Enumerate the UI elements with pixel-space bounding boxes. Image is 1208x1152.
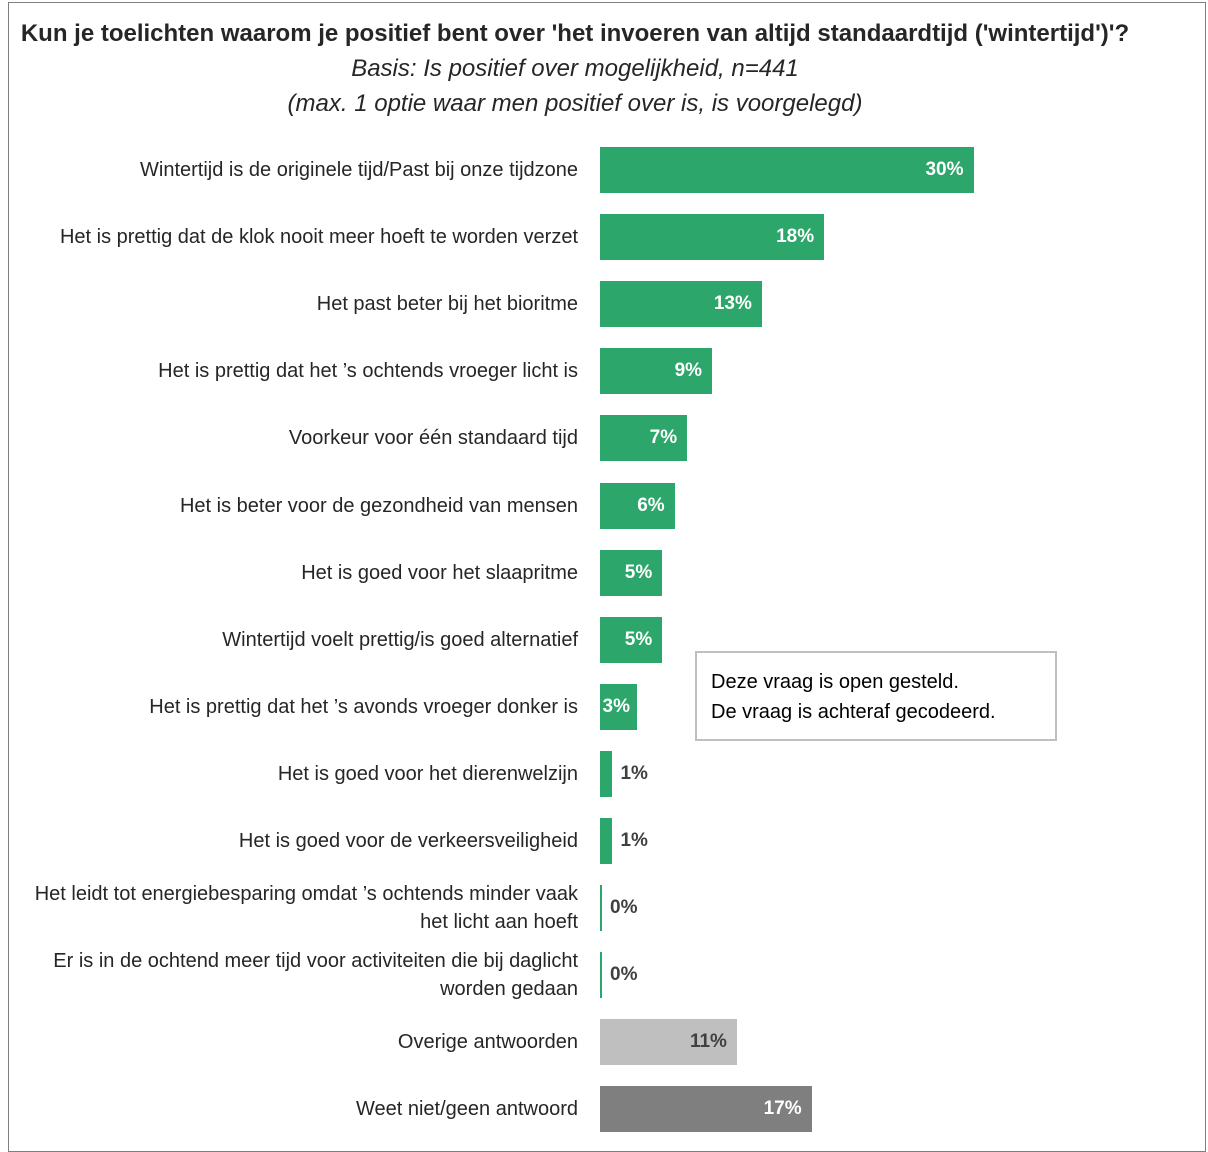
data-label: 1% (620, 830, 648, 851)
annotation-box: Deze vraag is open gesteld. De vraag is … (695, 651, 1057, 741)
category-label: Wintertijd voelt prettig/is goed alterna… (222, 628, 578, 651)
chart-basis-note: (max. 1 optie waar men positief over is,… (287, 90, 863, 117)
category-label: Overige antwoorden (397, 1031, 578, 1054)
bar (600, 750, 613, 797)
bar (600, 348, 713, 395)
data-label: 9% (674, 360, 703, 382)
bar (600, 147, 974, 193)
bar (600, 1086, 812, 1133)
category-label: Het is prettig dat het ’s ochtends vroeg… (158, 360, 578, 383)
data-label: 30% (925, 159, 964, 180)
bar (600, 952, 602, 999)
data-label: 17% (763, 1098, 802, 1120)
annotation-line-1: Deze vraag is open gesteld. (711, 671, 959, 693)
category-label: Het is goed voor de verkeersveiligheid (238, 830, 578, 852)
category-label: Er is in de ochtend meer tijd voor activ… (53, 950, 578, 1001)
category-label: Voorkeur voor één standaard tijd (288, 427, 578, 450)
category-label: Het is goed voor het slaapritme (301, 561, 578, 584)
bar (600, 1019, 737, 1066)
data-label: 3% (602, 695, 630, 717)
data-label: 5% (624, 561, 653, 583)
bar (600, 415, 688, 462)
bar (600, 214, 825, 261)
annotation-line-2: De vraag is achteraf gecodeerd. (711, 701, 996, 723)
data-label: 6% (637, 494, 665, 516)
category-label: Het is prettig dat de klok nooit meer ho… (59, 226, 578, 249)
bar (600, 885, 602, 932)
data-label: 0% (610, 897, 638, 919)
data-label: 1% (620, 762, 648, 784)
data-label: 11% (689, 1031, 727, 1053)
data-label: 7% (649, 427, 678, 449)
category-label: Het leidt tot energiebesparing omdat ’s … (34, 883, 578, 934)
chart-question: Kun je toelichten waarom je positief ben… (20, 20, 1130, 47)
chart-basis: Basis: Is positief over mogelijkheid, n=… (351, 55, 799, 82)
bar (600, 818, 613, 864)
bar (600, 616, 663, 663)
data-label: 0% (610, 964, 638, 986)
category-label: Het is prettig dat het ’s avonds vroeger… (149, 695, 578, 718)
bar (600, 549, 663, 596)
category-label: Het past beter bij het bioritme (316, 293, 578, 316)
bar (600, 482, 675, 529)
category-label: Het is beter voor de gezondheid van mens… (179, 494, 578, 517)
category-label: Het is goed voor het dierenwelzijn (277, 762, 578, 785)
chart-title: Kun je toelichten waarom je positief ben… (0, 16, 1150, 121)
bar (600, 683, 638, 730)
data-label: 5% (624, 628, 653, 650)
data-label: 18% (776, 226, 815, 248)
category-label: Wintertijd is de originele tijd/Past bij… (140, 159, 578, 181)
bar (600, 281, 762, 328)
category-label: Weet niet/geen antwoord (355, 1098, 578, 1121)
data-label: 13% (713, 293, 752, 315)
